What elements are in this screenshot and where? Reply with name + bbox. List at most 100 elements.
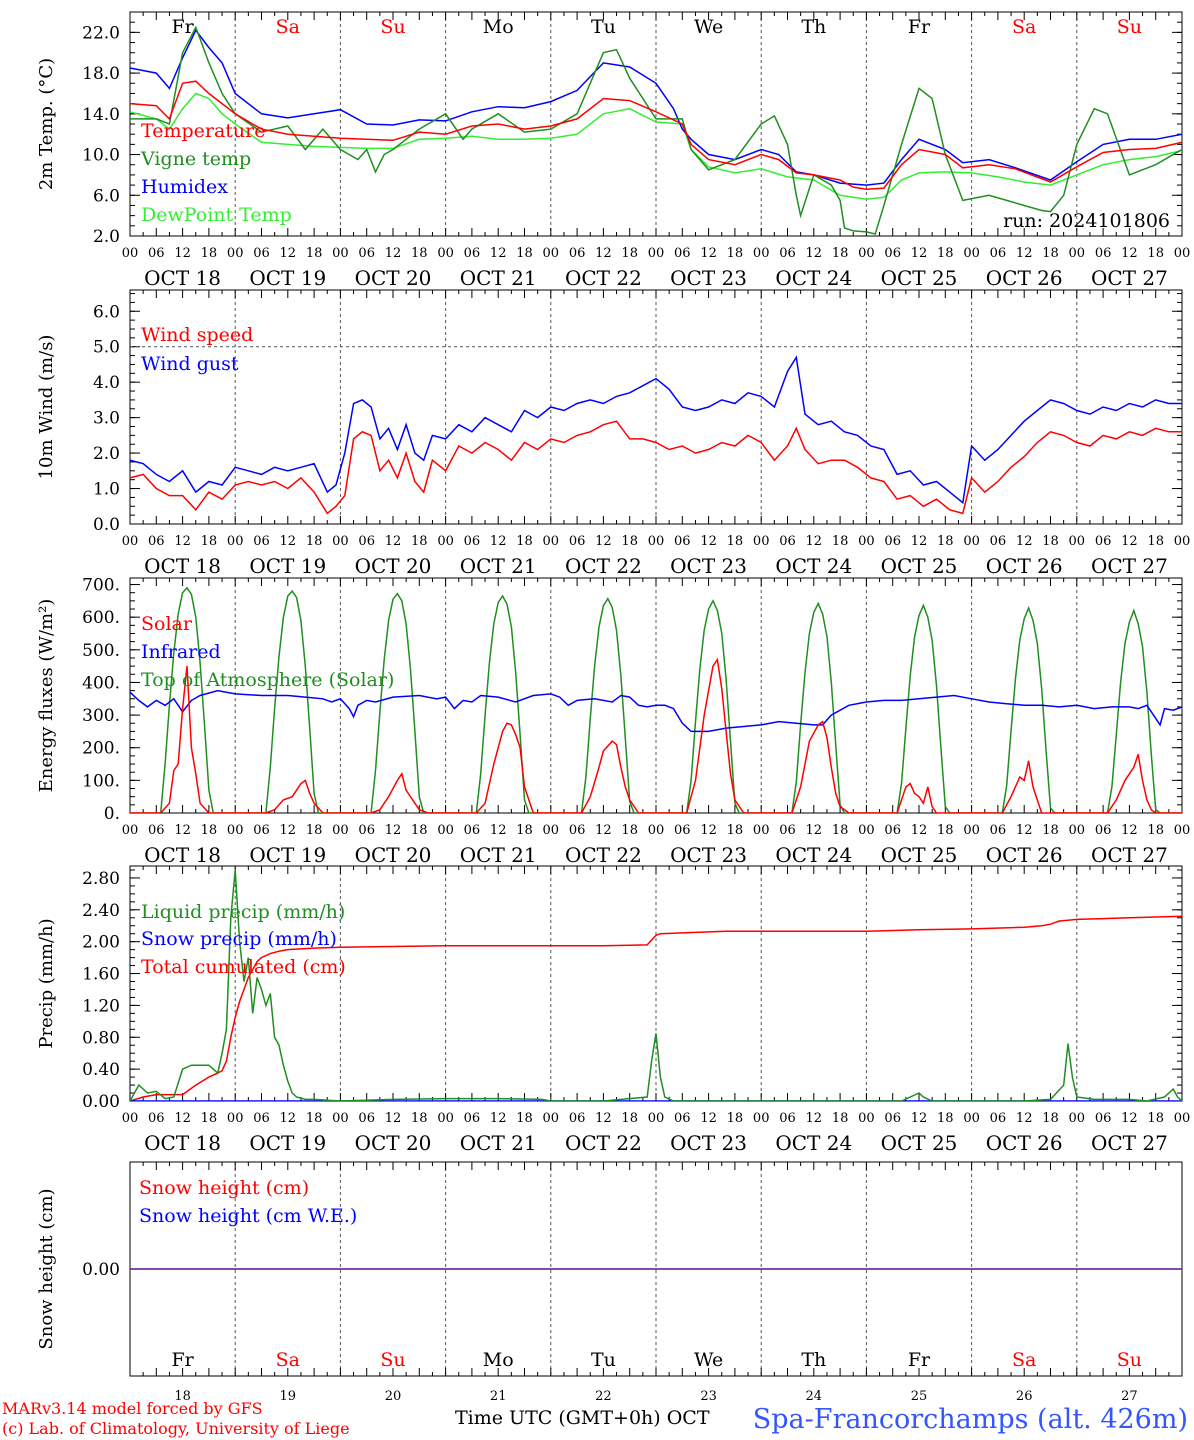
day-label: OCT 23 [670, 554, 747, 578]
hour-label: 06 [674, 823, 691, 838]
hour-label: 06 [358, 534, 375, 549]
hour-label: 18 [201, 823, 218, 838]
series-line [130, 869, 1182, 1101]
hour-label: 00 [122, 823, 139, 838]
station-title: Spa-Francorchamps (alt. 426m) [753, 1404, 1188, 1435]
hour-label: 00 [858, 1111, 875, 1126]
weekday-label: Sa [276, 16, 300, 38]
hour-label: 00 [122, 1111, 139, 1126]
hour-label: 00 [1069, 823, 1086, 838]
hour-label: 00 [227, 823, 244, 838]
hour-label: 06 [569, 823, 586, 838]
legend-entry: Solar [141, 613, 193, 635]
hour-label: 12 [806, 1111, 823, 1126]
hour-label: 12 [806, 823, 823, 838]
hour-label: 18 [832, 1111, 849, 1126]
y-tick-label: 1.20 [82, 996, 120, 1016]
y-tick-label: 600. [82, 608, 120, 628]
day-label: OCT 23 [670, 266, 747, 290]
hour-label: 18 [1147, 246, 1164, 261]
hour-label: 06 [358, 1111, 375, 1126]
legend-entry: DewPoint Temp [141, 204, 292, 226]
day-label: OCT 22 [565, 1131, 642, 1155]
hour-label: 12 [490, 534, 507, 549]
hour-label: 12 [280, 246, 297, 261]
series-line [130, 28, 1182, 186]
hour-label: 06 [569, 1111, 586, 1126]
hour-label: 00 [1174, 1111, 1191, 1126]
hour-label: 00 [543, 1111, 560, 1126]
hour-label: 06 [990, 823, 1007, 838]
legend-entry: Temperature [141, 120, 265, 142]
legend-entry: Wind speed [141, 324, 253, 346]
weekday-label: Th [801, 16, 826, 38]
hour-label: 18 [937, 534, 954, 549]
weekday-label: Fr [171, 1349, 194, 1371]
legend-entry: Vigne temp [140, 148, 251, 170]
hour-label: 00 [437, 823, 454, 838]
weekday-label: Sa [1012, 1349, 1036, 1371]
hour-label: 06 [1095, 246, 1112, 261]
day-label: OCT 18 [144, 843, 221, 867]
hour-label: 00 [858, 246, 875, 261]
hour-label: 00 [332, 823, 349, 838]
hour-label: 12 [490, 1111, 507, 1126]
hour-label: 12 [490, 823, 507, 838]
hour-label: 00 [963, 534, 980, 549]
hour-label: 18 [201, 246, 218, 261]
hour-label: 00 [753, 246, 770, 261]
hour-label: 18 [1147, 534, 1164, 549]
y-tick-label: 2.40 [82, 901, 120, 921]
hour-label: 00 [648, 1111, 665, 1126]
series-line [130, 80, 1182, 190]
hour-label: 12 [595, 1111, 612, 1126]
day-label: OCT 24 [775, 1131, 852, 1155]
y-tick-label: 0. [104, 804, 120, 824]
hour-label: 18 [306, 534, 323, 549]
weekday-label: Su [380, 1349, 405, 1371]
hour-label: 00 [227, 534, 244, 549]
legend-entry: Snow height (cm W.E.) [139, 1205, 357, 1227]
hour-label: 18 [1042, 823, 1059, 838]
legend-entry: Wind gust [141, 353, 239, 375]
hour-label: 12 [280, 1111, 297, 1126]
day-label: OCT 27 [1091, 1131, 1168, 1155]
hour-label: 18 [621, 823, 638, 838]
hour-label: 00 [227, 246, 244, 261]
y-tick-label: 0.0 [93, 515, 120, 535]
day-label: OCT 21 [460, 554, 537, 578]
hour-label: 12 [280, 534, 297, 549]
hour-label: 06 [990, 534, 1007, 549]
hour-label: 06 [990, 246, 1007, 261]
hour-label: 18 [937, 823, 954, 838]
hour-label: 00 [437, 246, 454, 261]
y-tick-label: 100. [82, 771, 120, 791]
hour-label: 12 [174, 1111, 191, 1126]
date-number: 21 [490, 1389, 507, 1404]
panel-2: 0.0 1.0 2.0 3.0 4.0 5.0 6.0 10m Wind (m/s) 00 06 1… [36, 289, 1190, 578]
hour-label: 00 [122, 534, 139, 549]
hour-label: 12 [595, 246, 612, 261]
hour-label: 06 [464, 534, 481, 549]
hour-label: 18 [727, 823, 744, 838]
hour-label: 12 [490, 246, 507, 261]
hour-label: 12 [806, 534, 823, 549]
day-label: OCT 24 [775, 554, 852, 578]
series-line [130, 586, 1182, 813]
y-axis-label: 2m Temp. (°C) [36, 58, 57, 190]
hour-label: 18 [937, 1111, 954, 1126]
hour-label: 06 [253, 534, 270, 549]
weekday-label: We [694, 16, 723, 38]
day-label: OCT 19 [249, 266, 326, 290]
hour-label: 06 [569, 246, 586, 261]
hour-label: 12 [1016, 1111, 1033, 1126]
panel-3: 0. 100. 200. 300. 400. 500. 600. 700. Energy flu… [36, 576, 1190, 867]
hour-label: 00 [1069, 1111, 1086, 1126]
date-number: 22 [595, 1389, 612, 1404]
day-label: OCT 25 [881, 266, 958, 290]
weekday-label: We [694, 1349, 723, 1371]
hour-label: 12 [700, 534, 717, 549]
hour-label: 12 [385, 534, 402, 549]
day-label: OCT 19 [249, 1131, 326, 1155]
day-label: OCT 25 [881, 1131, 958, 1155]
